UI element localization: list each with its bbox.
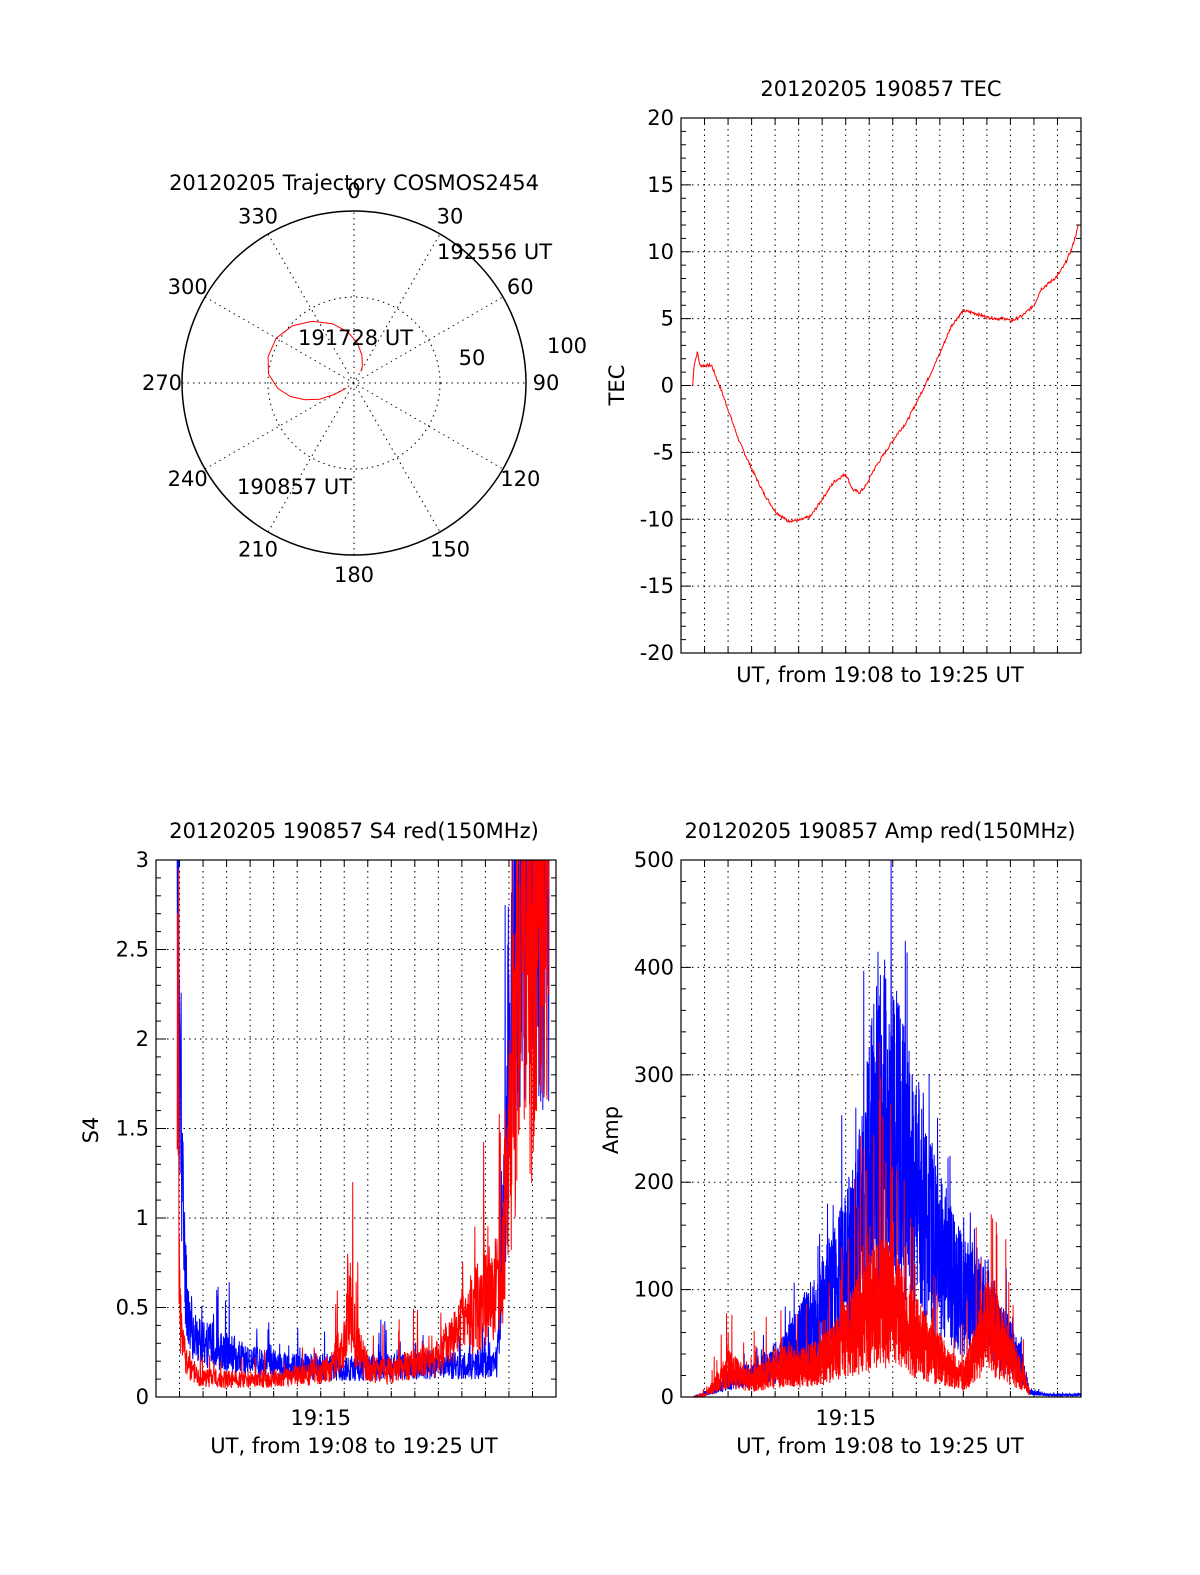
polar-angle-label: 30 [437,205,464,229]
polar-grid [181,210,527,556]
trajectory-end-label: 192556 UT [437,240,552,264]
amp-y-tick-labels: 0 100 200 300 400 500 [634,848,674,1409]
polar-angle-label: 120 [500,467,540,491]
s4-frame [155,859,557,1398]
polar-angle-label: 60 [507,275,534,299]
amp-frame [680,859,1082,1398]
tec-y-tick-label: 0 [661,374,674,398]
amp-y-tick-label: 400 [634,955,674,979]
tec-y-tick-label: -15 [640,574,674,598]
amp-grid [681,859,1081,1398]
tec-frame [680,117,1082,654]
s4-y-tick-label: 2 [136,1027,149,1051]
amp-y-tick-label: 200 [634,1170,674,1194]
amp-y-tick-label: 0 [661,1385,674,1409]
amp-plot: 20120205 190857 Amp red(150MHz) 0 100 200 3… [599,819,1082,1458]
polar-angle-label: 330 [238,205,278,229]
s4-x-tick-label: 19:15 [290,1406,351,1430]
polar-trajectory-line [267,320,363,401]
tec-title: 20120205 190857 TEC [760,77,1001,101]
polar-angle-label: 90 [533,371,560,395]
s4-y-tick-label: 1 [136,1206,149,1230]
s4-y-tick-label: 2.5 [116,938,149,962]
polar-plot: 20120205 Trajectory COSMOS2454 0 30 60 90 12… [142,171,587,587]
s4-x-label: UT, from 19:08 to 19:25 UT [210,1434,498,1458]
tec-y-tick-label: 10 [647,240,674,264]
tec-plot: 20120205 190857 TEC -20-15-10-505101520 … [605,77,1082,687]
tec-y-tick-label: -10 [640,507,674,531]
s4-plot: 20120205 190857 S4 red(150MHz) 0 0.5 1 1.5 2… [79,819,557,1458]
amp-y-label: Amp [599,1106,623,1154]
s4-y-tick-labels: 0 0.5 1 1.5 2 2.5 3 [116,848,149,1409]
amp-title: 20120205 190857 Amp red(150MHz) [684,819,1075,843]
amp-x-label: UT, from 19:08 to 19:25 UT [736,1434,1024,1458]
amp-y-tick-label: 100 [634,1278,674,1302]
s4-y-tick-label: 3 [136,848,149,872]
polar-angle-label: 210 [238,537,278,561]
polar-angle-label: 0 [347,179,360,203]
tec-y-tick-label: 15 [647,173,674,197]
s4-grid [156,859,556,1398]
polar-title: 20120205 Trajectory COSMOS2454 [169,171,539,195]
polar-angle-label: 180 [334,563,374,587]
s4-red-series-line [176,859,550,1389]
amp-y-tick-label: 500 [634,848,674,872]
tec-y-label: TEC [605,365,629,407]
tec-series-line [692,224,1080,524]
amp-y-tick-label: 300 [634,1063,674,1087]
amp-x-tick-label: 19:15 [815,1406,876,1430]
tec-grid [681,117,1081,654]
s4-y-tick-label: 0.5 [116,1296,149,1320]
amp-red-series-line [692,1042,1030,1399]
s4-y-tick-label: 0 [136,1385,149,1409]
tec-y-tick-label: 5 [661,307,674,331]
tec-y-tick-labels: -20 -15 -10 -5 0 5 10 15 20 [640,106,674,665]
s4-title: 20120205 190857 S4 red(150MHz) [169,819,539,843]
polar-angle-label: 300 [168,275,208,299]
polar-radial-label-50: 50 [459,346,486,370]
trajectory-mid-label: 191728 UT [298,326,413,350]
polar-spoke [267,233,441,533]
tec-y-tick-label: 20 [647,106,674,130]
trajectory-start-label: 190857 UT [237,475,352,499]
polar-angle-label: 270 [142,371,182,395]
s4-y-label: S4 [79,1117,103,1144]
polar-angle-label: 150 [430,537,470,561]
tec-y-tick-label: -5 [653,440,674,464]
polar-angle-label: 240 [168,467,208,491]
s4-blue-series-line [176,859,550,1382]
polar-angle-labels: 0 30 60 90 120 150 180 210 240 270 300 330 [142,179,559,587]
polar-radial-label-100: 100 [547,334,587,358]
s4-y-tick-label: 1.5 [116,1117,149,1141]
tec-y-tick-label: -20 [640,641,674,665]
tec-x-label: UT, from 19:08 to 19:25 UT [736,663,1024,687]
polar-inner-circle [267,296,441,470]
